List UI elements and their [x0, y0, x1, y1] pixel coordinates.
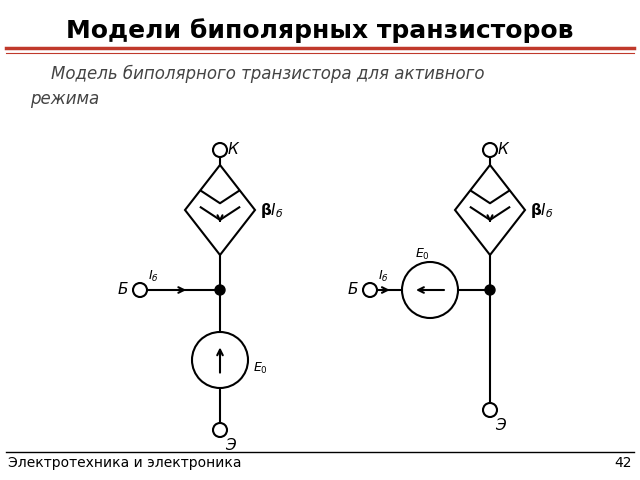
Text: Э: Э: [495, 419, 506, 433]
Circle shape: [363, 283, 377, 297]
Circle shape: [213, 143, 227, 157]
Text: Б: Б: [118, 283, 128, 298]
Circle shape: [215, 285, 225, 295]
Text: $I_б$: $I_б$: [378, 268, 388, 284]
Text: 42: 42: [614, 456, 632, 470]
Circle shape: [133, 283, 147, 297]
Circle shape: [402, 262, 458, 318]
Text: $\mathbf{\beta}I_б$: $\mathbf{\beta}I_б$: [260, 201, 284, 219]
Circle shape: [192, 332, 248, 388]
Text: Модель биполярного транзистора для активного
режима: Модель биполярного транзистора для актив…: [30, 65, 484, 108]
Text: Модели биполярных транзисторов: Модели биполярных транзисторов: [67, 18, 573, 43]
Text: $E_0$: $E_0$: [253, 360, 268, 375]
Text: К: К: [228, 143, 239, 157]
Text: $I_б$: $I_б$: [148, 268, 159, 284]
Text: $\mathbf{\beta}I_б$: $\mathbf{\beta}I_б$: [530, 201, 554, 219]
Circle shape: [485, 285, 495, 295]
Text: Электротехника и электроника: Электротехника и электроника: [8, 456, 241, 470]
Text: Б: Б: [348, 283, 358, 298]
Text: Э: Э: [225, 439, 236, 454]
Circle shape: [213, 423, 227, 437]
Text: $E_0$: $E_0$: [415, 246, 429, 262]
Text: К: К: [498, 143, 509, 157]
Circle shape: [483, 403, 497, 417]
Circle shape: [483, 143, 497, 157]
